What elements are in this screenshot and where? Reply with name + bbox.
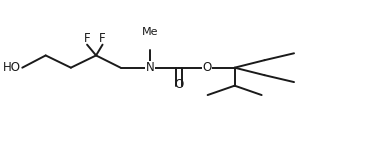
Text: HO: HO	[3, 61, 21, 74]
Text: Me: Me	[142, 27, 158, 37]
Text: O: O	[202, 61, 212, 74]
Text: F: F	[99, 32, 106, 45]
Text: N: N	[146, 61, 154, 74]
Text: O: O	[174, 78, 183, 91]
Text: F: F	[84, 32, 90, 45]
